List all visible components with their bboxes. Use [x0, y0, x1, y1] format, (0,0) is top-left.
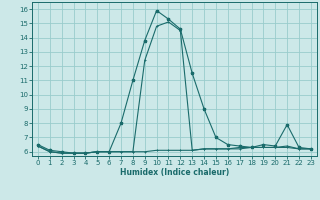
- X-axis label: Humidex (Indice chaleur): Humidex (Indice chaleur): [120, 168, 229, 177]
